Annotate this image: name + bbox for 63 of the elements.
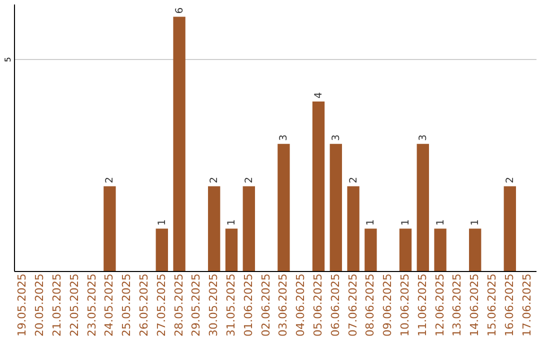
data-label: 1 [400,219,412,226]
bar [364,228,377,271]
bar [225,228,238,271]
x-tick-label: 27.05.2025 [154,274,168,336]
x-tick-label: 15.06.2025 [486,274,498,336]
x-tick-label: 20.05.2025 [33,274,46,336]
bar [416,144,429,271]
bar [208,186,220,271]
x-tick-label: 03.06.2025 [276,274,290,336]
x-tick-label: 22.05.2025 [68,274,81,336]
x-tick-label: 08.06.2025 [364,274,377,336]
bar [469,228,482,271]
x-tick-label: 25.05.2025 [120,274,134,336]
x-tick-label: 09.06.2025 [381,274,394,336]
bar [434,228,446,271]
data-label: 1 [156,219,168,226]
x-tick-label: 21.05.2025 [50,274,64,336]
x-tick-label: 11.06.2025 [416,274,429,336]
bar [278,144,290,271]
data-label: 2 [504,176,516,184]
data-label: 2 [244,176,255,184]
x-tick-label: 10.06.2025 [398,274,412,336]
data-label: 2 [209,176,220,184]
bar [330,144,342,271]
bar [399,228,412,271]
data-label: 1 [435,219,446,226]
x-tick-label: 14.06.2025 [468,274,482,336]
x-tick-label: 30.05.2025 [207,274,220,336]
x-tick-label: 04.06.2025 [294,274,308,336]
x-tick-label: 31.05.2025 [224,274,238,336]
x-tick-label: 05.06.2025 [312,274,324,336]
data-label: 3 [418,134,429,141]
x-tick-label: 28.05.2025 [172,274,186,336]
data-label: 6 [174,7,186,14]
x-tick-label: 26.05.2025 [138,274,150,336]
x-tick-label: 07.06.2025 [346,274,360,336]
x-tick-label: 12.06.2025 [433,274,446,336]
x-tick-label: 19.05.2025 [16,274,29,336]
data-label: 2 [348,176,360,184]
data-label: 2 [104,176,116,184]
x-tick-label: 13.06.2025 [450,274,464,336]
y-tick-label: 5 [4,57,12,62]
bar [104,186,116,271]
x-tick-label: 23.05.2025 [85,274,98,336]
data-label: 1 [226,219,238,226]
data-label: 1 [470,219,482,226]
data-label: 4 [314,92,324,98]
bar [312,101,325,271]
data-label: 1 [366,219,377,226]
x-tick-label: 01.06.2025 [242,274,255,336]
x-tick-label: 16.06.2025 [502,274,516,336]
x-tick-label: 02.06.2025 [259,274,272,336]
x-tick-label: 06.06.2025 [328,274,342,336]
bar [156,228,168,271]
bar [504,186,516,271]
x-tick-label: 17.06.2025 [520,274,534,336]
data-label: 3 [330,134,342,141]
bar [173,16,186,271]
bar [242,186,255,271]
bar [347,186,360,271]
data-label: 3 [278,134,290,141]
x-tick-label: 29.05.2025 [190,274,203,336]
x-tick-label: 24.05.2025 [102,274,116,336]
